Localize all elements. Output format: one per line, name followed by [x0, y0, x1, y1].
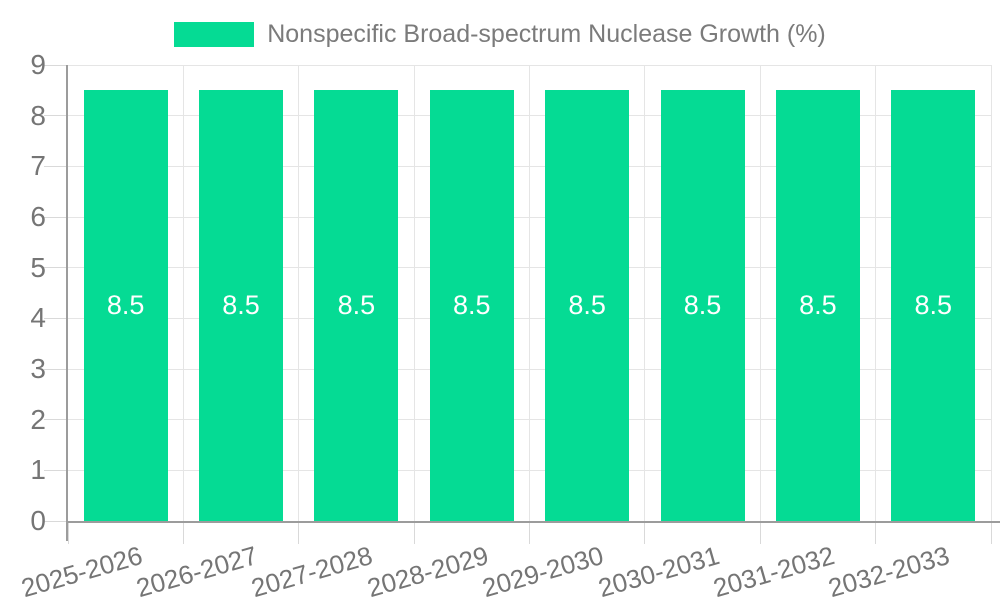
y-axis-label: 6	[30, 201, 46, 232]
bar-value-label: 8.5	[337, 290, 376, 321]
y-axis-label: 5	[30, 251, 46, 283]
x-axis-tick	[298, 521, 300, 544]
bar-value-label: 8.5	[453, 290, 491, 321]
bar[interactable]: 8.5	[429, 90, 514, 521]
y-axis-line	[66, 65, 68, 541]
x-axis-label: 2029-2030	[479, 540, 607, 600]
bar-value-label: 8.5	[914, 290, 953, 321]
chart-legend: Nonspecific Broad-spectrum Nuclease Grow…	[0, 20, 1000, 49]
bar[interactable]: 8.5	[83, 90, 168, 521]
bar-value-label: 8.5	[568, 290, 606, 321]
x-gridline	[182, 65, 184, 521]
y-axis-label: 1	[30, 454, 46, 486]
x-axis-label: 2026-2027	[132, 540, 261, 600]
x-gridline	[759, 65, 761, 521]
y-axis-label: 9	[30, 49, 46, 80]
y-axis-label: 7	[30, 150, 46, 182]
bar[interactable]: 8.5	[314, 90, 399, 521]
y-axis-tick	[44, 216, 68, 218]
y-axis-label: 0	[30, 505, 46, 536]
bar-value-label: 8.5	[799, 290, 837, 321]
bar-value-label: 8.5	[106, 290, 145, 321]
x-axis-tick	[67, 521, 69, 544]
y-axis-tick	[44, 469, 68, 471]
legend-label: Nonspecific Broad-spectrum Nuclease Grow…	[267, 20, 826, 48]
plot-area: 0 1 2 3 4 5 6 7 8 9 8.5 8.5 8.5 8.5 8.5 8.5 8.5 8.5 2025-2…	[18, 51, 1000, 600]
y-axis-label: 4	[30, 302, 46, 334]
legend-swatch[interactable]	[174, 22, 255, 47]
x-gridline	[413, 65, 415, 521]
bar[interactable]: 8.5	[891, 90, 976, 521]
y-axis-tick	[44, 115, 68, 117]
x-axis-line	[66, 521, 1000, 523]
bar-value-label: 8.5	[222, 290, 260, 321]
bar-value-label: 8.5	[683, 290, 722, 321]
x-axis-label: 2025-2026	[17, 540, 146, 600]
x-axis-label: 2030-2031	[594, 540, 723, 600]
y-axis-tick	[44, 64, 68, 66]
y-axis-tick	[44, 267, 68, 269]
x-axis-label: 2031-2032	[709, 540, 838, 600]
x-gridline	[529, 65, 530, 521]
y-axis-tick	[44, 419, 68, 421]
bar[interactable]: 8.5	[199, 90, 284, 521]
x-axis-label: 2032-2033	[825, 540, 954, 600]
y-axis-label: 8	[30, 99, 46, 131]
x-axis-tick	[644, 521, 646, 544]
y-axis-tick	[44, 368, 68, 370]
x-axis-tick	[529, 521, 530, 544]
x-axis-label: 2027-2028	[248, 540, 377, 600]
x-axis-tick	[990, 521, 992, 544]
y-axis-tick	[44, 317, 68, 319]
x-axis-label: 2028-2029	[363, 540, 492, 600]
x-axis-tick	[875, 521, 877, 544]
x-gridline	[298, 65, 300, 521]
y-axis-label: 3	[30, 353, 46, 384]
y-axis-tick	[44, 520, 68, 522]
x-gridline	[644, 65, 646, 521]
x-gridline	[875, 65, 877, 521]
y-axis-label: 2	[30, 403, 46, 435]
x-axis-tick	[182, 521, 184, 544]
bar[interactable]: 8.5	[775, 90, 860, 521]
y-axis-tick	[44, 165, 68, 167]
x-gridline	[990, 65, 992, 521]
bar[interactable]: 8.5	[660, 90, 745, 521]
x-axis-tick	[413, 521, 415, 544]
bar[interactable]: 8.5	[545, 90, 630, 521]
x-axis-tick	[759, 521, 761, 544]
